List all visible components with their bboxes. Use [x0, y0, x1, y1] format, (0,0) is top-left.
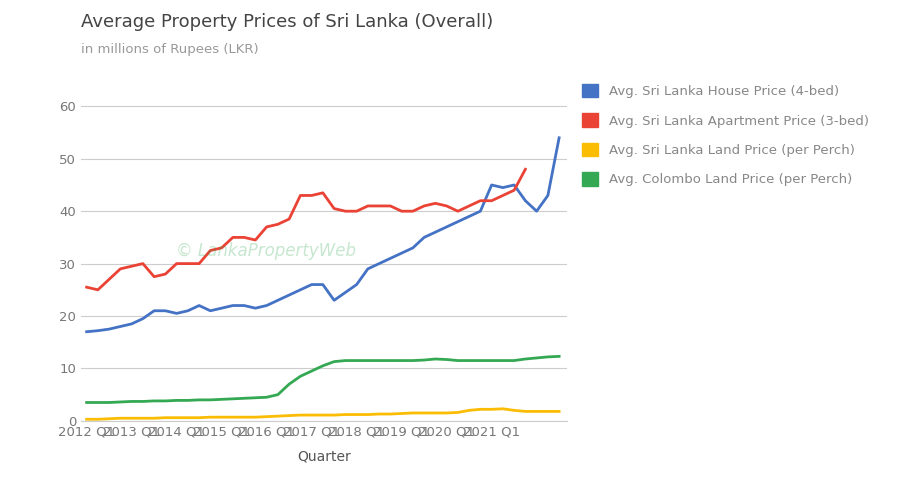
- Text: © LankaPropertyWeb: © LankaPropertyWeb: [176, 241, 356, 260]
- Text: in millions of Rupees (LKR): in millions of Rupees (LKR): [81, 43, 258, 56]
- Legend: Avg. Sri Lanka House Price (4-bed), Avg. Sri Lanka Apartment Price (3-bed), Avg.: Avg. Sri Lanka House Price (4-bed), Avg.…: [579, 80, 873, 190]
- X-axis label: Quarter: Quarter: [297, 450, 351, 464]
- Text: Average Property Prices of Sri Lanka (Overall): Average Property Prices of Sri Lanka (Ov…: [81, 13, 493, 31]
